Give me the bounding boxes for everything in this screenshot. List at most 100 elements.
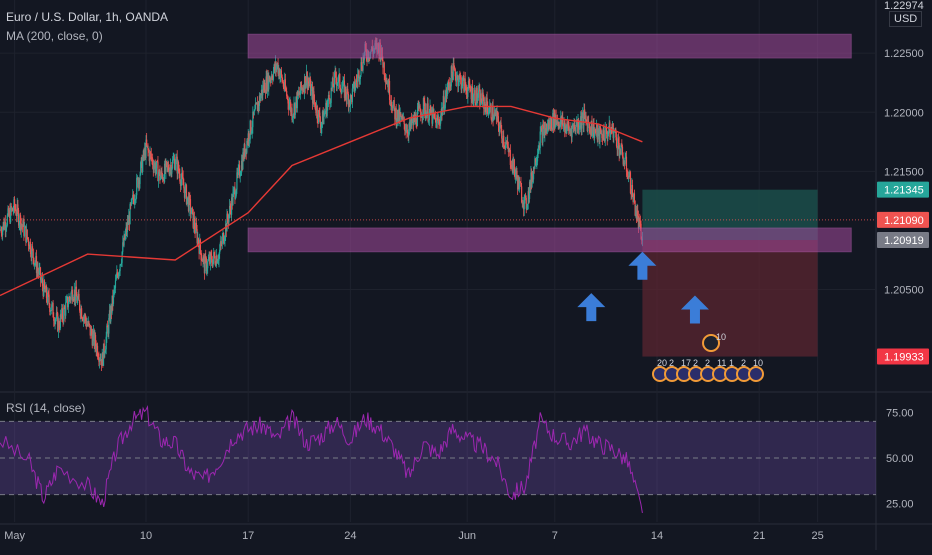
candle-body <box>14 206 16 210</box>
support-zone <box>247 227 852 253</box>
chart-title[interactable]: Euro / U.S. Dollar, 1h, OANDA <box>6 10 169 24</box>
candle-body <box>89 324 91 336</box>
candle-body <box>464 78 466 87</box>
candle-body <box>204 256 206 274</box>
candle-body <box>526 203 529 208</box>
candle-body <box>622 156 624 165</box>
candle-body <box>309 79 312 96</box>
candle-body <box>416 125 418 127</box>
candle-body <box>238 165 241 177</box>
candle-body <box>35 256 37 263</box>
candle-body <box>41 278 43 280</box>
candle-body <box>637 210 639 217</box>
candle-body <box>637 216 640 229</box>
candle-body <box>300 81 302 90</box>
candle-body <box>257 102 259 112</box>
candle-body <box>169 164 172 169</box>
rsi-legend[interactable]: RSI (14, close) <box>6 401 86 415</box>
candle-body <box>342 80 344 87</box>
candle-body <box>227 219 229 223</box>
candle-body <box>77 293 79 299</box>
candle-body <box>1 233 3 236</box>
candle-body <box>559 121 561 129</box>
candle-body <box>624 157 626 164</box>
candle-body <box>312 91 314 104</box>
candle-body <box>594 130 596 132</box>
candle-body <box>391 106 393 111</box>
candle-body <box>254 109 256 111</box>
candle-body <box>506 141 508 144</box>
candle-body <box>108 317 110 334</box>
candle-body <box>133 199 135 204</box>
candle-body <box>84 315 86 318</box>
candle-body <box>250 131 253 134</box>
candle-body <box>120 264 122 266</box>
candle-body <box>351 95 353 103</box>
candle-body <box>481 92 484 105</box>
event-row-label: 2 <box>669 358 674 368</box>
candle-body <box>162 178 164 180</box>
candle-body <box>416 109 419 127</box>
candle-body <box>8 210 10 216</box>
candle-body <box>235 189 237 196</box>
candle-body <box>291 108 293 121</box>
candle-body <box>186 198 188 205</box>
candle-body <box>305 83 307 89</box>
currency-button[interactable]: USD <box>889 11 923 27</box>
candle-body <box>353 81 355 92</box>
candle-body <box>143 150 145 156</box>
candle-body <box>584 109 586 116</box>
candle-body <box>270 79 272 81</box>
candle-body <box>501 128 503 139</box>
candle-body <box>47 291 50 295</box>
candle-body <box>149 151 151 162</box>
candle-body <box>2 227 4 236</box>
candle-body <box>469 89 472 92</box>
candle-body <box>604 127 606 142</box>
candle-body <box>476 87 478 101</box>
candle-body <box>294 103 296 115</box>
candle-body <box>225 224 227 238</box>
candle-body <box>184 186 186 198</box>
candle-body <box>134 200 136 201</box>
candle-body <box>479 93 482 106</box>
candle-body <box>448 82 450 84</box>
candle-body <box>426 112 428 119</box>
candle-body <box>31 246 34 249</box>
candle-body <box>19 215 21 224</box>
candle-body <box>357 70 359 75</box>
candle-body <box>394 108 397 120</box>
candle-body <box>46 298 48 303</box>
ma-legend[interactable]: MA (200, close, 0) <box>6 29 103 43</box>
candle-body <box>544 128 547 134</box>
candle-body <box>231 197 233 215</box>
candle-body <box>91 334 93 346</box>
stop-zone <box>642 240 818 357</box>
candle-body <box>63 307 65 309</box>
candle-body <box>205 256 207 259</box>
candle-body <box>327 100 329 106</box>
candle-body <box>536 161 538 163</box>
candle-body <box>276 62 278 67</box>
candle-body <box>568 125 570 131</box>
candle-body <box>543 125 545 136</box>
candle-body <box>422 98 424 114</box>
candle-body <box>398 108 400 122</box>
candle-body <box>90 328 93 335</box>
candle-body <box>141 157 143 173</box>
candle-body <box>599 127 602 134</box>
candle-body <box>619 149 622 155</box>
candle-body <box>540 128 542 132</box>
candle-body <box>548 122 550 130</box>
candle-body <box>282 81 284 83</box>
candle-body <box>578 127 580 130</box>
candle-body <box>319 121 322 130</box>
candle-body <box>477 97 479 101</box>
candle-body <box>494 112 496 114</box>
candle-body <box>115 277 117 281</box>
candle-body <box>348 100 350 107</box>
candle-body <box>359 75 361 80</box>
candle-body <box>152 165 154 171</box>
